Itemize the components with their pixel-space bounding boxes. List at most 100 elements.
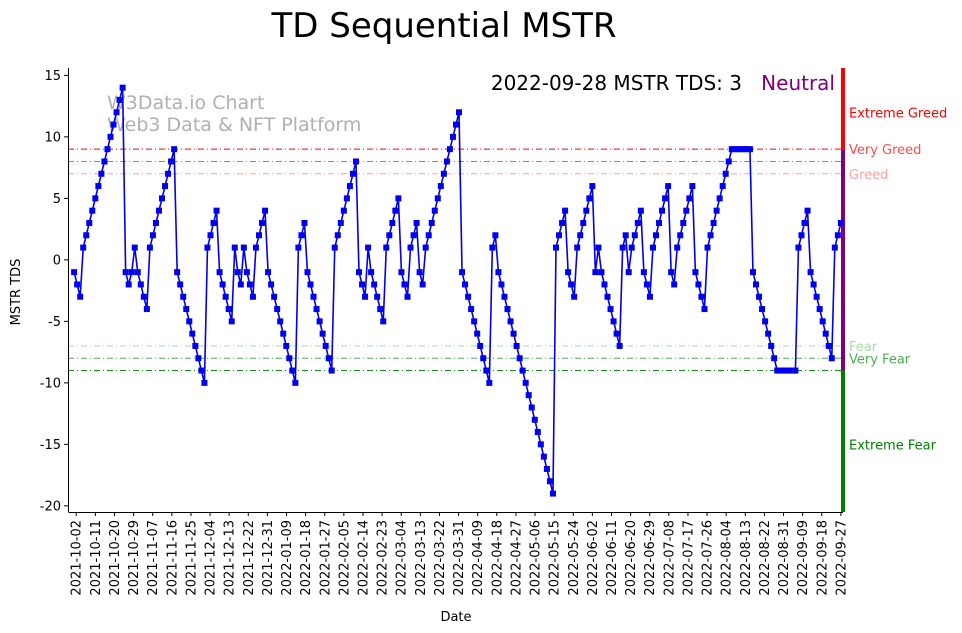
x-tick-label: 2022-06-29 (643, 520, 658, 596)
x-tick-label: 2022-08-22 (758, 520, 773, 596)
x-tick-label: 2022-08-13 (739, 520, 754, 596)
chart-title: TD Sequential MSTR (270, 6, 616, 46)
x-tick-label: 2022-07-08 (662, 520, 677, 596)
x-tick-label: 2021-11-25 (184, 520, 199, 596)
data-point (780, 367, 787, 374)
data-point (322, 342, 329, 349)
data-point (765, 330, 772, 337)
data-point (753, 281, 760, 288)
watermark-line-2: Web3 Data & NFT Platform (107, 114, 361, 136)
data-point (349, 170, 356, 177)
data-point (653, 232, 660, 239)
x-ticks: 2021-10-02 2021-10-11 2021-10-20 2021-10-29… (70, 512, 849, 596)
data-point (552, 244, 559, 251)
y-tick-label: -15 (40, 438, 61, 453)
data-point (240, 244, 247, 251)
data-point (368, 269, 375, 276)
data-point (334, 232, 341, 239)
data-point (77, 293, 84, 300)
threshold-label: Very Greed (849, 143, 921, 158)
x-tick-label: 2022-03-31 (452, 520, 467, 596)
y-ticks: -20 -15 -10 -5 0 5 10 15 (40, 69, 68, 514)
data-point (262, 207, 269, 214)
data-point (289, 367, 296, 374)
data-point (404, 293, 411, 300)
data-point (383, 244, 390, 251)
data-point (134, 269, 141, 276)
data-point (213, 207, 220, 214)
data-point (689, 183, 696, 190)
x-tick-label: 2021-10-29 (127, 520, 142, 596)
data-point (162, 183, 169, 190)
data-point (746, 146, 753, 153)
data-point (522, 379, 529, 386)
x-tick-label: 2022-08-04 (720, 520, 735, 596)
axes (68, 68, 843, 513)
data-point (237, 281, 244, 288)
data-point (331, 244, 338, 251)
data-point (207, 232, 214, 239)
data-point (301, 219, 308, 226)
x-tick-label: 2022-02-23 (376, 520, 391, 596)
watermark: W3Data.io Chart Web3 Data & NFT Platform (107, 92, 361, 136)
x-tick-label: 2022-01-27 (318, 520, 333, 596)
data-point (459, 269, 466, 276)
data-point (634, 219, 641, 226)
data-point (107, 133, 114, 140)
data-point (659, 207, 666, 214)
x-tick-label: 2022-03-04 (395, 520, 410, 596)
x-tick-label: 2022-04-27 (509, 520, 524, 596)
data-point (625, 269, 632, 276)
data-point (95, 183, 102, 190)
data-point (255, 232, 262, 239)
x-tick-label: 2022-06-20 (624, 520, 639, 596)
x-tick-label: 2022-02-05 (337, 520, 352, 596)
data-point (619, 244, 626, 251)
data-point (680, 219, 687, 226)
data-point (819, 318, 826, 325)
x-tick-label: 2021-11-07 (146, 520, 161, 596)
data-point (474, 330, 481, 337)
data-point (313, 306, 320, 313)
data-point (640, 269, 647, 276)
x-tick-label: 2022-09-18 (815, 520, 830, 596)
data-point (177, 281, 184, 288)
data-point (155, 207, 162, 214)
data-point (198, 367, 205, 374)
data-point (668, 269, 675, 276)
data-point (140, 293, 147, 300)
data-point (443, 158, 450, 165)
data-point (377, 306, 384, 313)
data-point (513, 342, 520, 349)
threshold-label: Greed (849, 168, 888, 183)
data-point (813, 293, 820, 300)
data-point (362, 293, 369, 300)
data-point (834, 232, 841, 239)
data-point (449, 133, 456, 140)
data-point (801, 219, 808, 226)
data-point (171, 146, 178, 153)
data-point (674, 244, 681, 251)
data-point (280, 330, 287, 337)
data-point (713, 207, 720, 214)
data-point (722, 170, 729, 177)
data-point (246, 281, 253, 288)
data-point (534, 429, 541, 436)
data-point (734, 146, 741, 153)
y-axis-label: MSTR TDS (9, 259, 24, 326)
status-label: Neutral (761, 71, 835, 95)
data-point (504, 306, 511, 313)
data-point (598, 269, 605, 276)
data-point (149, 232, 156, 239)
data-point (495, 269, 502, 276)
data-point (337, 219, 344, 226)
data-point (686, 195, 693, 202)
x-tick-label: 2022-03-22 (433, 520, 448, 596)
data-point (531, 416, 538, 423)
data-point (510, 330, 517, 337)
data-point (131, 244, 138, 251)
data-point (798, 232, 805, 239)
data-point (86, 219, 93, 226)
x-tick-label: 2022-09-09 (796, 520, 811, 596)
data-point (392, 207, 399, 214)
